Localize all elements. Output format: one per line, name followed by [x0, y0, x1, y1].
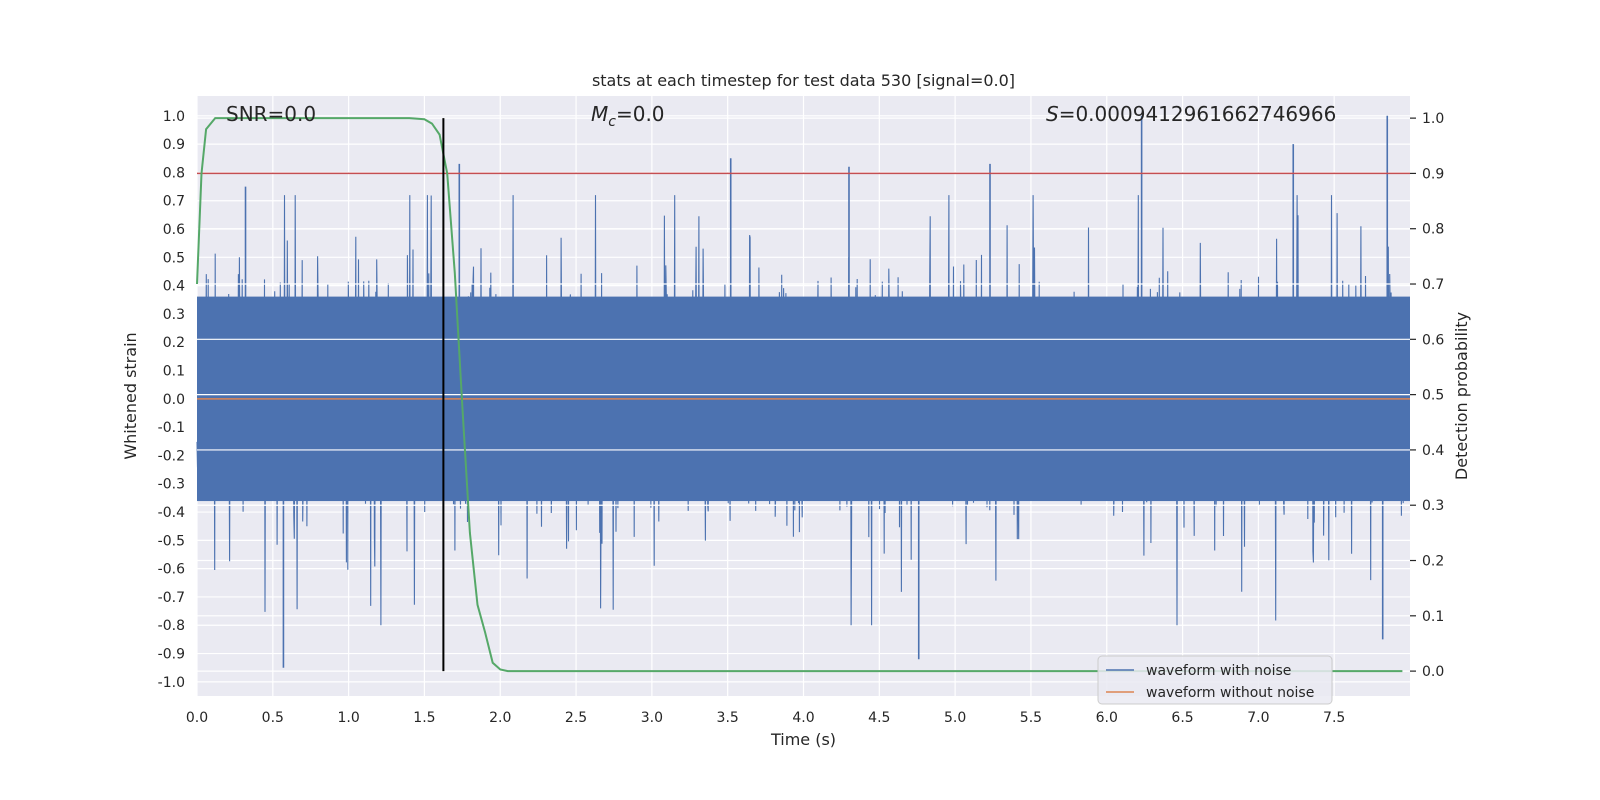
y-tick-label-right: 0.6 — [1422, 332, 1444, 348]
y-tick-label-left: -0.8 — [158, 618, 185, 634]
y-tick-label-left: 0.2 — [163, 335, 185, 351]
annotation-mc-symbol: M — [591, 102, 608, 126]
annotation-mc-subscript: c — [608, 114, 616, 130]
y-axis-label-right: Detection probability — [1452, 312, 1471, 480]
y-tick-label-left: 0.6 — [163, 222, 185, 238]
legend-label-noise: waveform with noise — [1146, 663, 1291, 679]
y-tick-label-left: -0.6 — [158, 562, 185, 578]
x-tick-label: 3.0 — [641, 710, 663, 726]
y-tick-label-right: 0.5 — [1422, 388, 1444, 404]
series-detection-probability — [196, 117, 1403, 673]
y-tick-label-left: -0.5 — [158, 533, 185, 549]
annotation-mc: Mc=0.0 — [591, 102, 665, 130]
x-axis-label: Time (s) — [770, 730, 836, 749]
y-tick-label-left: 0.0 — [163, 392, 185, 408]
x-tick-label: 7.5 — [1323, 710, 1345, 726]
legend-box — [1097, 655, 1333, 705]
annotation-snr: SNR=0.0 — [226, 102, 316, 126]
y-tick-label-left: 0.5 — [163, 250, 185, 266]
y-tick-label-left: 0.8 — [163, 165, 185, 181]
x-tick-label: 4.0 — [792, 710, 814, 726]
y-tick-label-left: -0.4 — [158, 505, 185, 521]
y-tick-label-right: 0.0 — [1422, 664, 1444, 680]
annotation-s-symbol: S — [1046, 102, 1059, 126]
x-tick-label: 1.5 — [413, 710, 435, 726]
x-tick-label: 6.0 — [1096, 710, 1118, 726]
y-tick-label-right: 1.0 — [1422, 111, 1444, 127]
y-tick-label-left: 0.9 — [163, 137, 185, 153]
y-tick-label-left: 0.1 — [163, 364, 185, 380]
x-tick-label: 4.5 — [868, 710, 890, 726]
annotation-s: S=0.0009412961662746966 — [1046, 102, 1336, 126]
x-tick-label: 7.0 — [1247, 710, 1269, 726]
x-tick-label: 6.5 — [1171, 710, 1193, 726]
y-tick-label-right: 0.8 — [1422, 222, 1444, 238]
y-tick-label-left: 0.7 — [163, 194, 185, 210]
x-tick-label: 2.5 — [565, 710, 587, 726]
y-tick-label-left: -0.3 — [158, 477, 185, 493]
legend: waveform with noise waveform without noi… — [1097, 655, 1333, 705]
x-tick-label: 2.0 — [489, 710, 511, 726]
y-tick-label-left: -0.9 — [158, 647, 185, 663]
y-tick-label-left: -0.2 — [158, 448, 185, 464]
x-tick-label: 5.0 — [944, 710, 966, 726]
x-tick-label: 0.0 — [186, 710, 208, 726]
annotation-s-value: =0.0009412961662746966 — [1059, 102, 1337, 126]
legend-label-clean: waveform without noise — [1146, 685, 1314, 701]
y-tick-label-right: 0.7 — [1422, 277, 1444, 293]
y-tick-label-right: 0.9 — [1422, 166, 1444, 182]
y-tick-label-left: 1.0 — [163, 109, 185, 125]
y-tick-label-right: 0.1 — [1422, 609, 1444, 625]
x-tick-label: 5.5 — [1020, 710, 1042, 726]
x-tick-label: 1.0 — [337, 710, 359, 726]
y-tick-label-right: 0.3 — [1422, 498, 1444, 514]
y-tick-label-left: 0.4 — [163, 279, 185, 295]
y-axis-label-left: Whitened strain — [121, 332, 140, 459]
chart-title: stats at each timestep for test data 530… — [592, 71, 1015, 90]
y-tick-label-left: -1.0 — [158, 675, 185, 691]
y-tick-label-left: 0.3 — [163, 307, 185, 323]
x-tick-label: 3.5 — [717, 710, 739, 726]
x-tick-label: 0.5 — [262, 710, 284, 726]
annotation-mc-value: =0.0 — [616, 102, 665, 126]
y-tick-label-left: -0.7 — [158, 590, 185, 606]
axes: 0.0 0.5 1.0 1.5 2.0 2.5 3.0 3.5 4.0 4.5 5.0 5.5 6.0 6… — [158, 109, 1445, 726]
y-tick-label-left: -0.1 — [158, 420, 185, 436]
probability-line — [196, 117, 1403, 673]
y-tick-label-right: 0.2 — [1422, 554, 1444, 570]
y-tick-label-right: 0.4 — [1422, 443, 1444, 459]
